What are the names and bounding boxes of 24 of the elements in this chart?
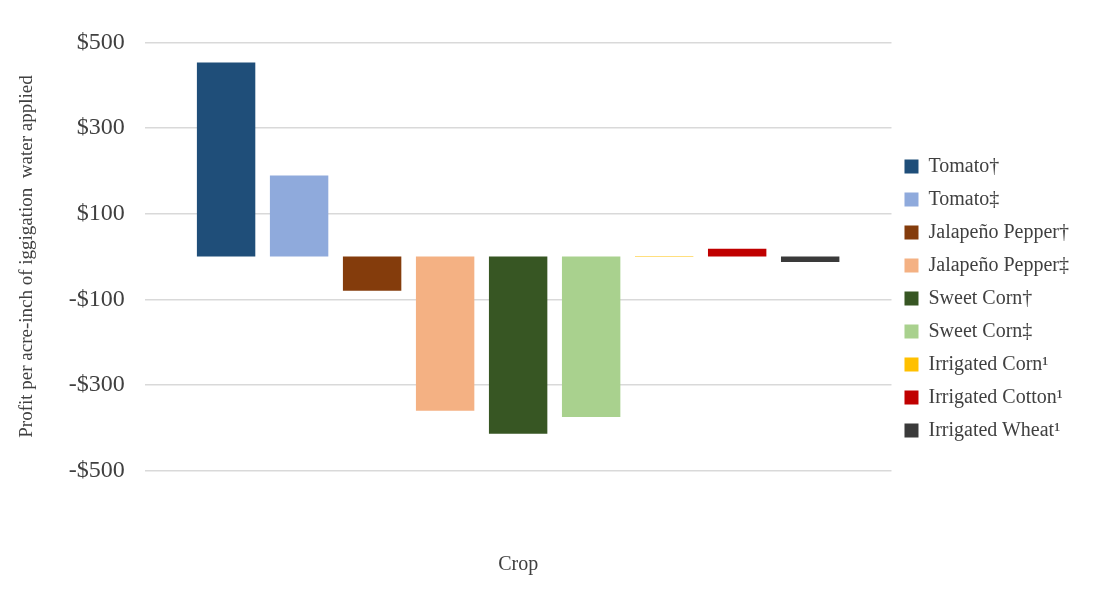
- y-tick-label: -$500: [68, 455, 125, 482]
- legend-label: Sweet Corn†: [928, 285, 1033, 308]
- bar: [488, 256, 548, 434]
- legend-label: Irrigated Wheat¹: [928, 417, 1061, 441]
- x-axis-title: Crop: [498, 552, 539, 576]
- legend-label: Irrigated Cotton¹: [928, 384, 1063, 408]
- bar: [196, 62, 256, 257]
- legend-label: Sweet Corn‡: [928, 318, 1033, 341]
- legend-label: Tomato‡: [928, 186, 1000, 209]
- y-tick-label: $100: [76, 198, 125, 225]
- bar: [269, 175, 329, 257]
- bar: [707, 248, 767, 257]
- legend-label: Jalapeño Pepper†: [928, 219, 1070, 243]
- y-tick-label: $300: [76, 113, 125, 140]
- bar: [561, 256, 621, 418]
- legend-label: Jalapeño Pepper‡: [928, 252, 1070, 276]
- legend-label: Tomato†: [928, 153, 1000, 176]
- bar: [415, 256, 475, 411]
- y-axis-title: Profit per acre-inch of iggigation water applied: [15, 74, 37, 438]
- y-tick-label: -$300: [68, 370, 125, 397]
- y-tick-label: -$100: [68, 284, 125, 311]
- bar: [342, 256, 402, 291]
- legend-label: Irrigated Corn¹: [928, 351, 1049, 375]
- y-tick-label: $500: [76, 27, 125, 54]
